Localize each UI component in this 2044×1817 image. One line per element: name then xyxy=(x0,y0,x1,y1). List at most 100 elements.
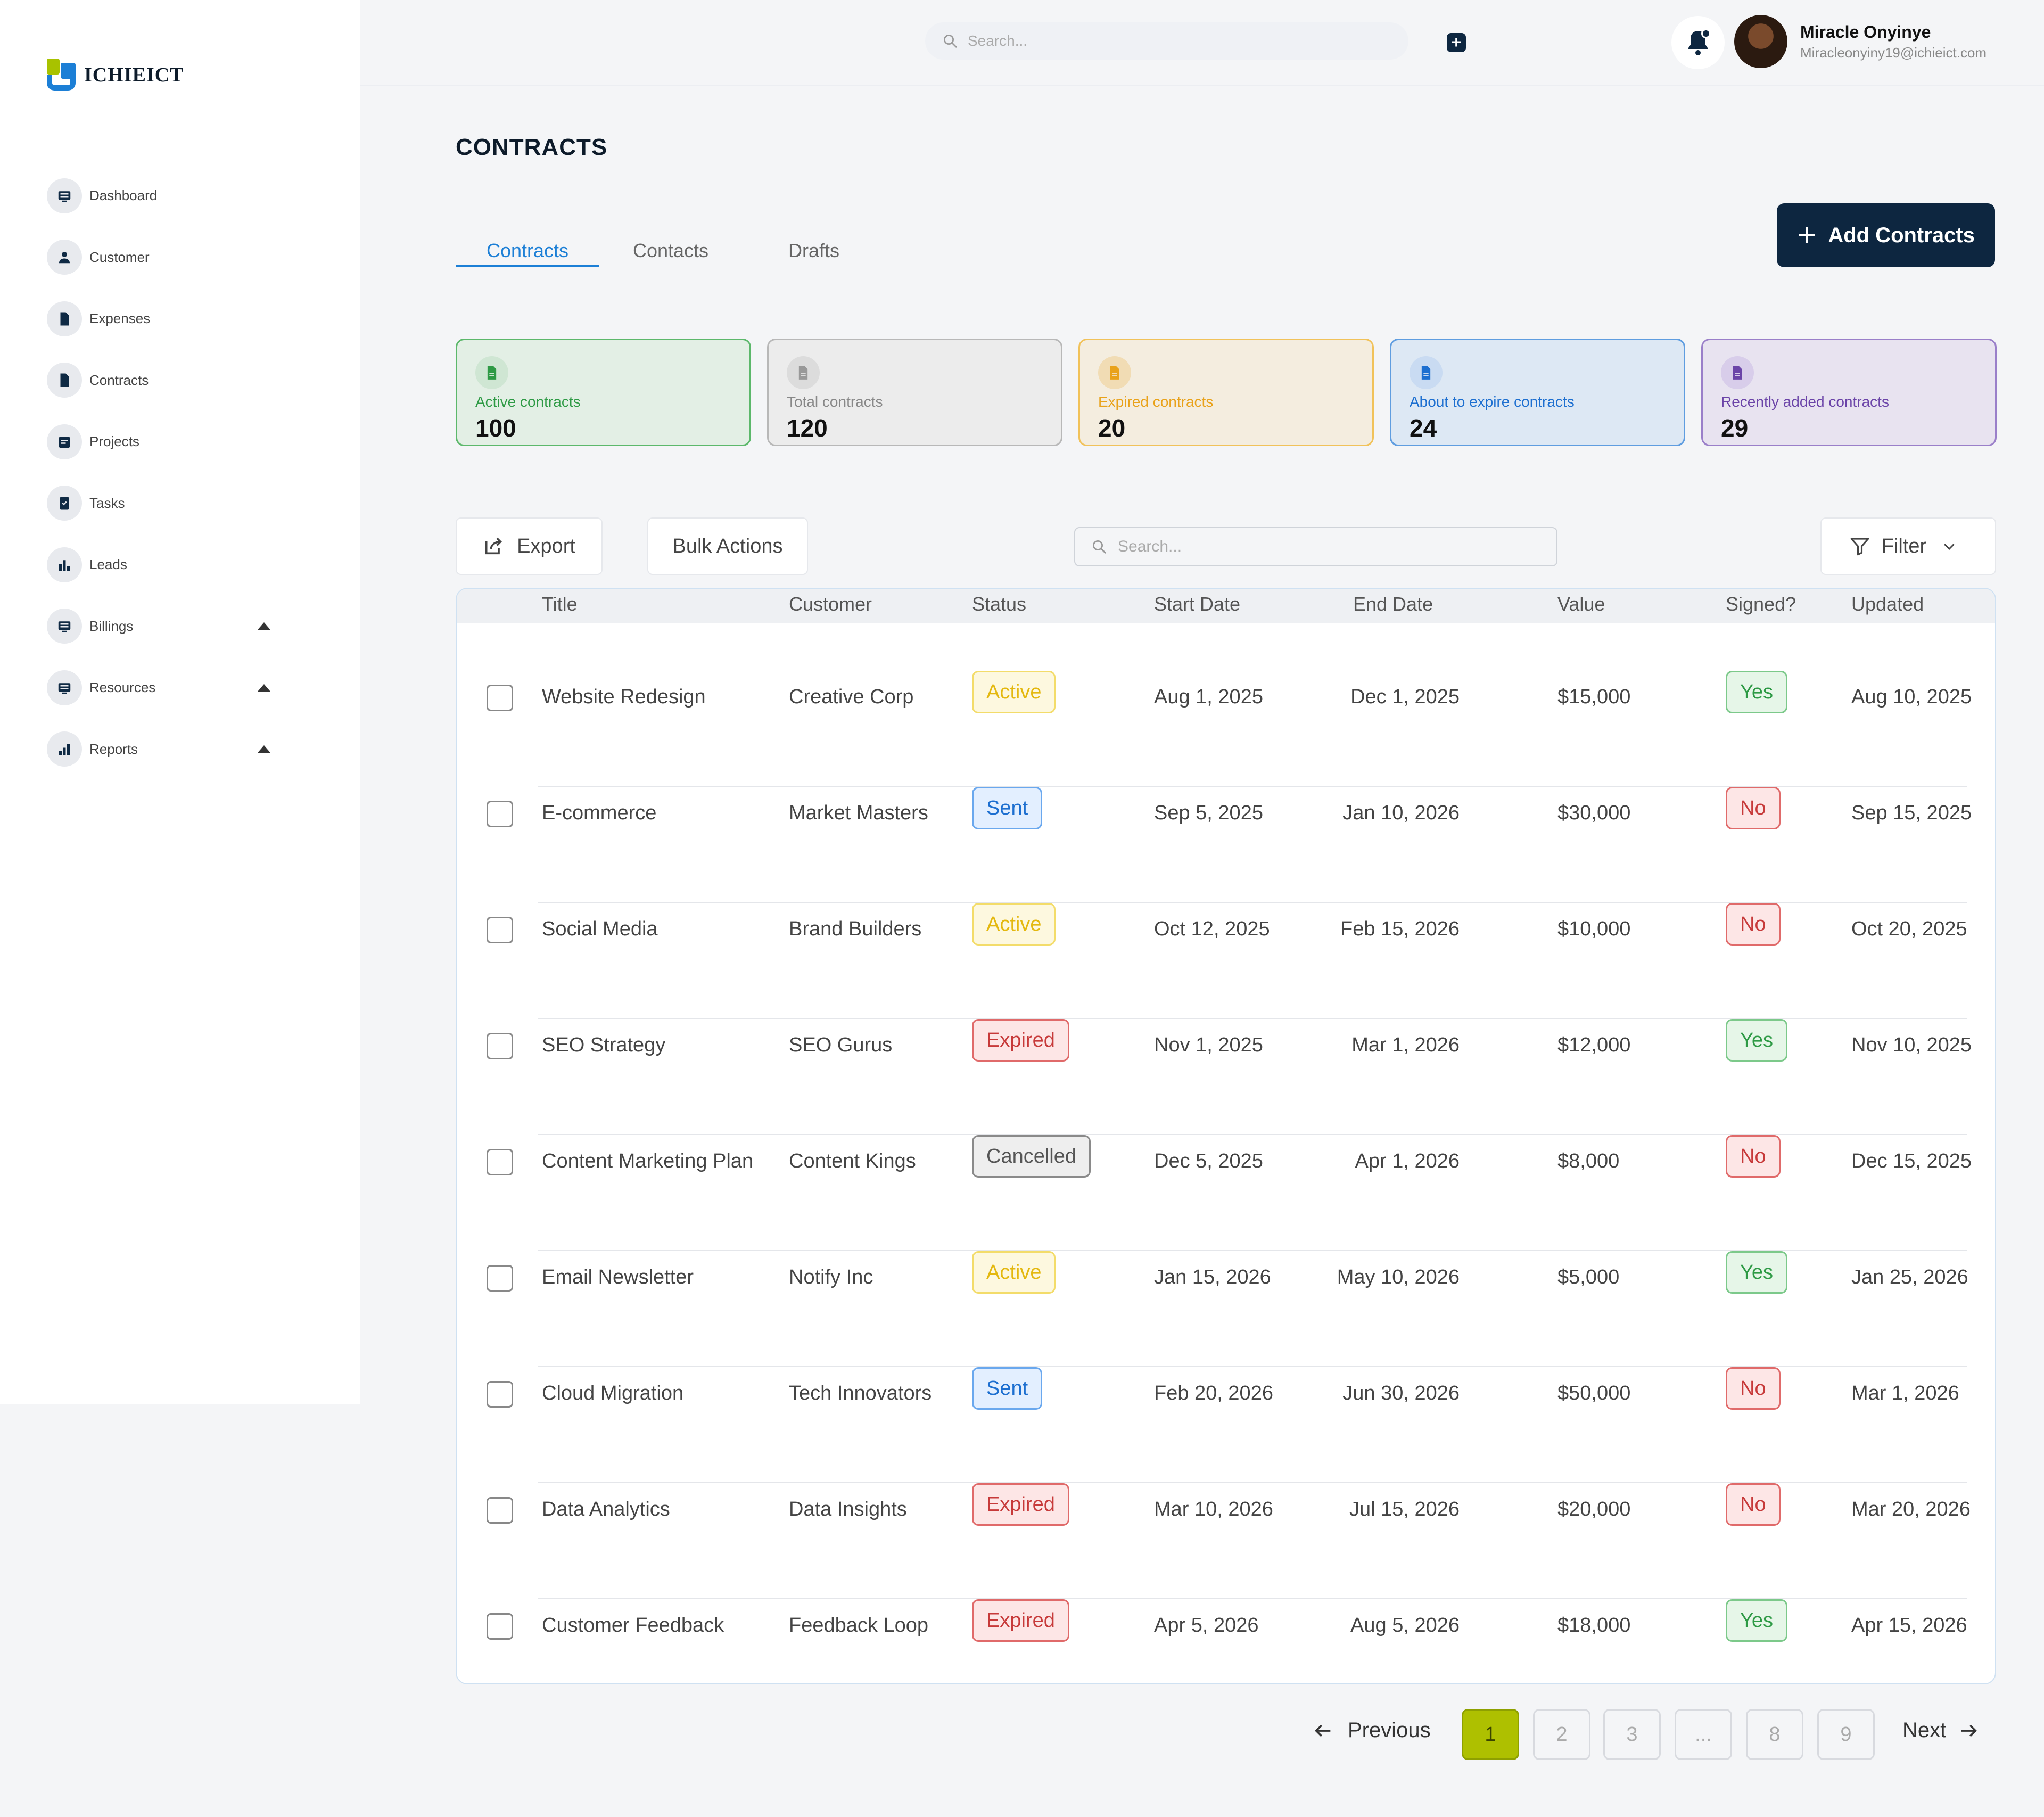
sidebar-item-resources[interactable]: Resources xyxy=(47,657,270,719)
sidebar-item-expenses[interactable]: Expenses xyxy=(47,288,270,350)
global-search[interactable] xyxy=(925,22,1408,60)
notifications-button[interactable] xyxy=(1671,16,1725,69)
next-label: Next xyxy=(1902,1719,1947,1742)
top-bar: + Miracle Onyinye Miracleonyiny19@ichiei… xyxy=(360,0,2044,86)
cell-updated: Mar 1, 2026 xyxy=(1851,1382,1959,1404)
cell-start-date: Jan 15, 2026 xyxy=(1154,1266,1271,1288)
table-row[interactable]: Customer Feedback Feedback Loop Expired Apr… xyxy=(457,1599,1995,1683)
bulk-actions-button[interactable]: Bulk Actions xyxy=(647,517,808,575)
billing-icon xyxy=(47,609,82,644)
column-header-start-date[interactable]: Start Date xyxy=(1154,593,1241,615)
previous-page-button[interactable]: Previous xyxy=(1313,1719,1431,1742)
sidebar-item-billings[interactable]: Billings xyxy=(47,596,270,657)
status-badge: Expired xyxy=(972,1019,1069,1062)
arrow-right-icon xyxy=(1961,1724,1977,1737)
add-contracts-button[interactable]: + Add Contracts xyxy=(1777,203,1995,267)
page-button-8[interactable]: 8 xyxy=(1746,1709,1803,1760)
row-checkbox[interactable] xyxy=(487,1497,513,1524)
notification-dot xyxy=(1701,29,1711,38)
cell-start-date: Oct 12, 2025 xyxy=(1154,918,1270,940)
export-button[interactable]: Export xyxy=(456,517,603,575)
signed-badge: Yes xyxy=(1726,1251,1787,1294)
cell-updated: Sep 15, 2025 xyxy=(1851,802,1972,824)
cell-value: $5,000 xyxy=(1557,1266,1620,1288)
document-icon xyxy=(1410,356,1443,389)
row-checkbox[interactable] xyxy=(487,1381,513,1408)
column-header-status[interactable]: Status xyxy=(972,593,1027,615)
cell-end-date: May 10, 2026 xyxy=(1337,1266,1460,1288)
cell-value: $20,000 xyxy=(1557,1498,1631,1520)
cell-customer: Content Kings xyxy=(789,1150,916,1172)
column-header-title[interactable]: Title xyxy=(542,593,578,615)
caret-up-icon[interactable] xyxy=(258,622,270,630)
row-checkbox[interactable] xyxy=(487,917,513,943)
row-checkbox[interactable] xyxy=(487,1033,513,1059)
row-checkbox[interactable] xyxy=(487,1613,513,1640)
sidebar-item-projects[interactable]: Projects xyxy=(47,411,270,473)
cell-title: Data Analytics xyxy=(542,1498,670,1520)
table-row[interactable]: Cloud Migration Tech Innovators Sent Feb 20… xyxy=(457,1367,1995,1483)
sidebar-item-leads[interactable]: Leads xyxy=(47,534,270,596)
export-icon xyxy=(485,537,502,555)
stat-card-about-to-expire[interactable]: About to expire contracts 24 xyxy=(1390,339,1685,446)
sidebar-item-contracts[interactable]: Contracts xyxy=(47,350,270,412)
column-header-value[interactable]: Value xyxy=(1557,593,1605,615)
global-search-input[interactable] xyxy=(968,32,1372,50)
tab-contacts[interactable]: Contacts xyxy=(632,240,709,261)
stat-card-recently-added[interactable]: Recently added contracts 29 xyxy=(1701,339,1997,446)
cell-start-date: Apr 5, 2026 xyxy=(1154,1614,1259,1637)
quick-add-icon[interactable]: + xyxy=(1447,33,1466,52)
tab-contracts[interactable]: Contracts xyxy=(456,234,599,267)
page-button-2[interactable]: 2 xyxy=(1533,1709,1590,1760)
cell-end-date: Aug 5, 2026 xyxy=(1350,1614,1460,1637)
stat-card-active[interactable]: Active contracts 100 xyxy=(456,339,751,446)
table-header: Title Customer Status Start Date End Date Val… xyxy=(457,589,1995,623)
table-row[interactable]: Content Marketing Plan Content Kings Cance… xyxy=(457,1135,1995,1251)
column-header-end-date[interactable]: End Date xyxy=(1353,593,1433,615)
sidebar-item-dashboard[interactable]: Dashboard xyxy=(47,165,270,227)
caret-up-icon[interactable] xyxy=(258,745,270,753)
stat-label: Recently added contracts xyxy=(1721,393,1889,410)
brand-logo[interactable]: ICHIEICT xyxy=(47,59,184,92)
tab-drafts[interactable]: Drafts xyxy=(788,240,839,261)
row-checkbox[interactable] xyxy=(487,1149,513,1175)
status-badge: Active xyxy=(972,903,1056,946)
table-search-input[interactable] xyxy=(1118,538,1533,556)
sidebar-item-reports[interactable]: Reports xyxy=(47,719,270,780)
column-header-signed[interactable]: Signed? xyxy=(1726,593,1796,615)
cell-customer: Market Masters xyxy=(789,802,928,824)
row-checkbox[interactable] xyxy=(487,801,513,827)
cell-end-date: Feb 15, 2026 xyxy=(1340,918,1460,940)
row-checkbox[interactable] xyxy=(487,1265,513,1292)
caret-up-icon[interactable] xyxy=(258,684,270,692)
column-header-customer[interactable]: Customer xyxy=(789,593,872,615)
cell-updated: Apr 15, 2026 xyxy=(1851,1614,1967,1637)
page-button-1[interactable]: 1 xyxy=(1462,1709,1519,1760)
signed-badge: No xyxy=(1726,787,1781,829)
signed-badge: No xyxy=(1726,1135,1781,1178)
column-header-updated[interactable]: Updated xyxy=(1851,593,1924,615)
user-avatar[interactable] xyxy=(1734,15,1787,68)
table-search[interactable] xyxy=(1074,527,1557,566)
status-badge: Active xyxy=(972,671,1056,713)
arrow-left-icon xyxy=(1315,1724,1331,1737)
table-row[interactable]: Social Media Brand Builders Active Oct 12, … xyxy=(457,903,1995,1019)
sidebar-item-tasks[interactable]: Tasks xyxy=(47,473,270,535)
table-row[interactable]: E-commerce Market Masters Sent Sep 5, 2025 J… xyxy=(457,787,1995,903)
sidebar-item-customer[interactable]: Customer xyxy=(47,227,270,289)
stat-card-expired[interactable]: Expired contracts 20 xyxy=(1078,339,1374,446)
sidebar-item-label: Contracts xyxy=(89,372,149,388)
page-button-9[interactable]: 9 xyxy=(1817,1709,1875,1760)
page-button-3[interactable]: 3 xyxy=(1603,1709,1661,1760)
stat-card-total[interactable]: Total contracts 120 xyxy=(767,339,1062,446)
cell-end-date: Jun 30, 2026 xyxy=(1342,1382,1460,1404)
cell-updated: Jan 25, 2026 xyxy=(1851,1266,1968,1288)
table-row[interactable]: Website Redesign Creative Corp Active Aug 1… xyxy=(457,671,1995,787)
table-row[interactable]: Email Newsletter Notify Inc Active Jan 15, … xyxy=(457,1251,1995,1367)
table-row[interactable]: Data Analytics Data Insights Expired Mar 10… xyxy=(457,1483,1995,1599)
next-page-button[interactable]: Next xyxy=(1902,1719,1979,1742)
filter-button[interactable]: Filter xyxy=(1820,517,1996,575)
cell-customer: Brand Builders xyxy=(789,918,922,940)
row-checkbox[interactable] xyxy=(487,685,513,711)
table-row[interactable]: SEO Strategy SEO Gurus Expired Nov 1, 2025 M… xyxy=(457,1019,1995,1135)
